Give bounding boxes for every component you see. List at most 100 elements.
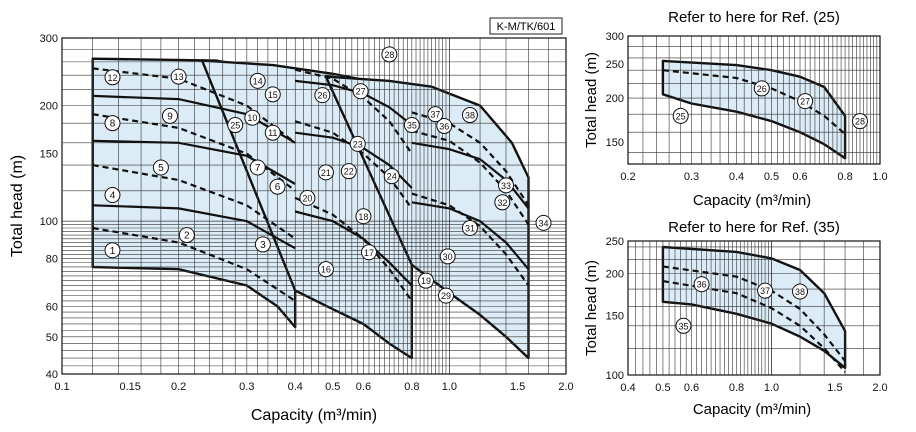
main-callout-circle (264, 124, 281, 141)
main-callout-label: 8 (110, 119, 116, 130)
main-callout-circle (439, 248, 456, 265)
chart-code-box (489, 17, 563, 35)
main-callout-1: 1 (104, 242, 121, 259)
main-callout-label: 36 (439, 121, 449, 131)
ref25-y-tick-label: 250 (606, 59, 624, 71)
main-callout-9: 9 (161, 107, 178, 124)
main-curve-30 (411, 201, 530, 270)
main-callout-label: 29 (441, 291, 451, 301)
main-callout-26: 26 (314, 87, 331, 104)
main-callout-label: 2 (184, 231, 190, 242)
main-callout-circle (317, 261, 334, 278)
ref25-x-tick-label: 0.8 (837, 171, 852, 183)
main-callout-25: 25 (227, 117, 244, 134)
main-callout-label: 21 (321, 168, 331, 178)
ref35-chart-title: Refer to here for Ref. (35) (668, 219, 840, 236)
ref35-y-axis-label: Total head (m) (583, 260, 600, 356)
main-callout-10: 10 (244, 109, 261, 126)
ref35-curve-36 (662, 265, 846, 362)
main-callout-circle (352, 83, 369, 100)
ref25-callout-circle (753, 80, 770, 97)
main-callout-label: 1 (110, 246, 116, 257)
main-callout-label: 26 (317, 91, 327, 101)
ref35-x-tick-label: 2.0 (872, 382, 887, 394)
main-callout-18: 18 (355, 208, 372, 225)
main-callout-15: 15 (264, 86, 281, 103)
main-callout-label: 25 (230, 121, 240, 131)
main-callout-circle (417, 272, 434, 289)
ref35-callout-circle (757, 282, 774, 299)
main-callout-circle (437, 287, 454, 304)
ref25-x-tick-label: 0.2 (620, 171, 635, 183)
main-callout-23: 23 (349, 135, 366, 152)
ref25-y-tick-label: 300 (606, 31, 624, 43)
main-callout-circle (104, 115, 121, 132)
main-x-tick-label: 0.2 (171, 381, 186, 393)
main-callout-14: 14 (249, 72, 266, 89)
ref35-callout-circle (693, 276, 710, 293)
main-x-tick-label: 1.0 (442, 381, 457, 393)
main-callout-label: 15 (268, 90, 278, 100)
main-callout-24: 24 (383, 168, 400, 185)
main-callout-label: 19 (421, 276, 431, 286)
main-curve-4 (92, 139, 296, 185)
ref25-callout-25: 25 (672, 107, 689, 124)
main-callout-8: 8 (104, 115, 121, 132)
main-callout-circle (461, 107, 478, 124)
main-callout-circle (461, 220, 478, 237)
ref35-callout-label: 35 (678, 321, 688, 331)
main-callout-label: 9 (167, 111, 173, 122)
main-x-tick-label: 0.8 (404, 381, 419, 393)
main-y-axis-label: Total head (m) (9, 155, 26, 257)
main-callout-31: 31 (461, 220, 478, 237)
main-curve-23 (294, 120, 413, 210)
main-curve-33 (411, 141, 530, 210)
ref35-y-tick-label: 250 (606, 236, 624, 248)
main-y-tick-label: 60 (46, 301, 58, 313)
main-callout-label: 24 (387, 172, 397, 182)
ref25-callout-label: 26 (757, 84, 767, 94)
main-callout-label: 33 (501, 181, 511, 191)
ref25-callout-circle (851, 113, 868, 130)
ref35-y-tick-label: 100 (606, 370, 624, 382)
main-y-tick-label: 100 (40, 216, 58, 228)
main-callout-circle (161, 107, 178, 124)
main-callout-11: 11 (264, 124, 281, 141)
ref35-curve-37 (662, 280, 846, 373)
main-callout-circle (381, 46, 398, 63)
main-callout-circle (254, 236, 271, 253)
main-callout-label: 10 (247, 113, 257, 123)
main-callout-28: 28 (381, 46, 398, 63)
ref35-callout-38: 38 (792, 283, 809, 300)
ref25-callout-28: 28 (851, 113, 868, 130)
main-callout-21: 21 (317, 164, 334, 181)
ref25-operating-region-ref25 (661, 59, 847, 160)
main-callout-19: 19 (417, 272, 434, 289)
main-x-tick-label: 0.1 (54, 381, 69, 393)
main-x-tick-label: 1.5 (510, 381, 525, 393)
ref35-x-axis-label: Capacity (m³/min) (693, 401, 811, 418)
main-callout-circle (317, 164, 334, 181)
ref25-y-tick-label: 200 (606, 93, 624, 105)
ref35-x-tick-label: 1.0 (764, 382, 779, 394)
main-callout-circle (152, 159, 169, 176)
ref25-curve-26 (662, 69, 846, 135)
main-callout-label: 27 (356, 87, 366, 97)
ref25-y-tick-label: 150 (606, 137, 624, 149)
main-callout-circle (349, 135, 366, 152)
ref25-y-axis-label: Total head (m) (583, 52, 600, 148)
main-callout-label: 32 (497, 198, 507, 208)
main-x-tick-label: 2.0 (558, 381, 573, 393)
ref35-callout-36: 36 (693, 276, 710, 293)
main-callout-circle (314, 87, 331, 104)
ref25-callout-label: 27 (800, 97, 810, 107)
main-callout-20: 20 (299, 189, 316, 206)
main-callout-label: 17 (364, 248, 374, 258)
chart-code-tag: K-M/TK/601 (497, 21, 556, 33)
main-callout-label: 4 (110, 191, 116, 202)
main-callout-circle (427, 106, 444, 123)
main-callout-circle (497, 177, 514, 194)
main-curve-13 (92, 67, 296, 144)
main-callout-label: 18 (358, 212, 368, 222)
